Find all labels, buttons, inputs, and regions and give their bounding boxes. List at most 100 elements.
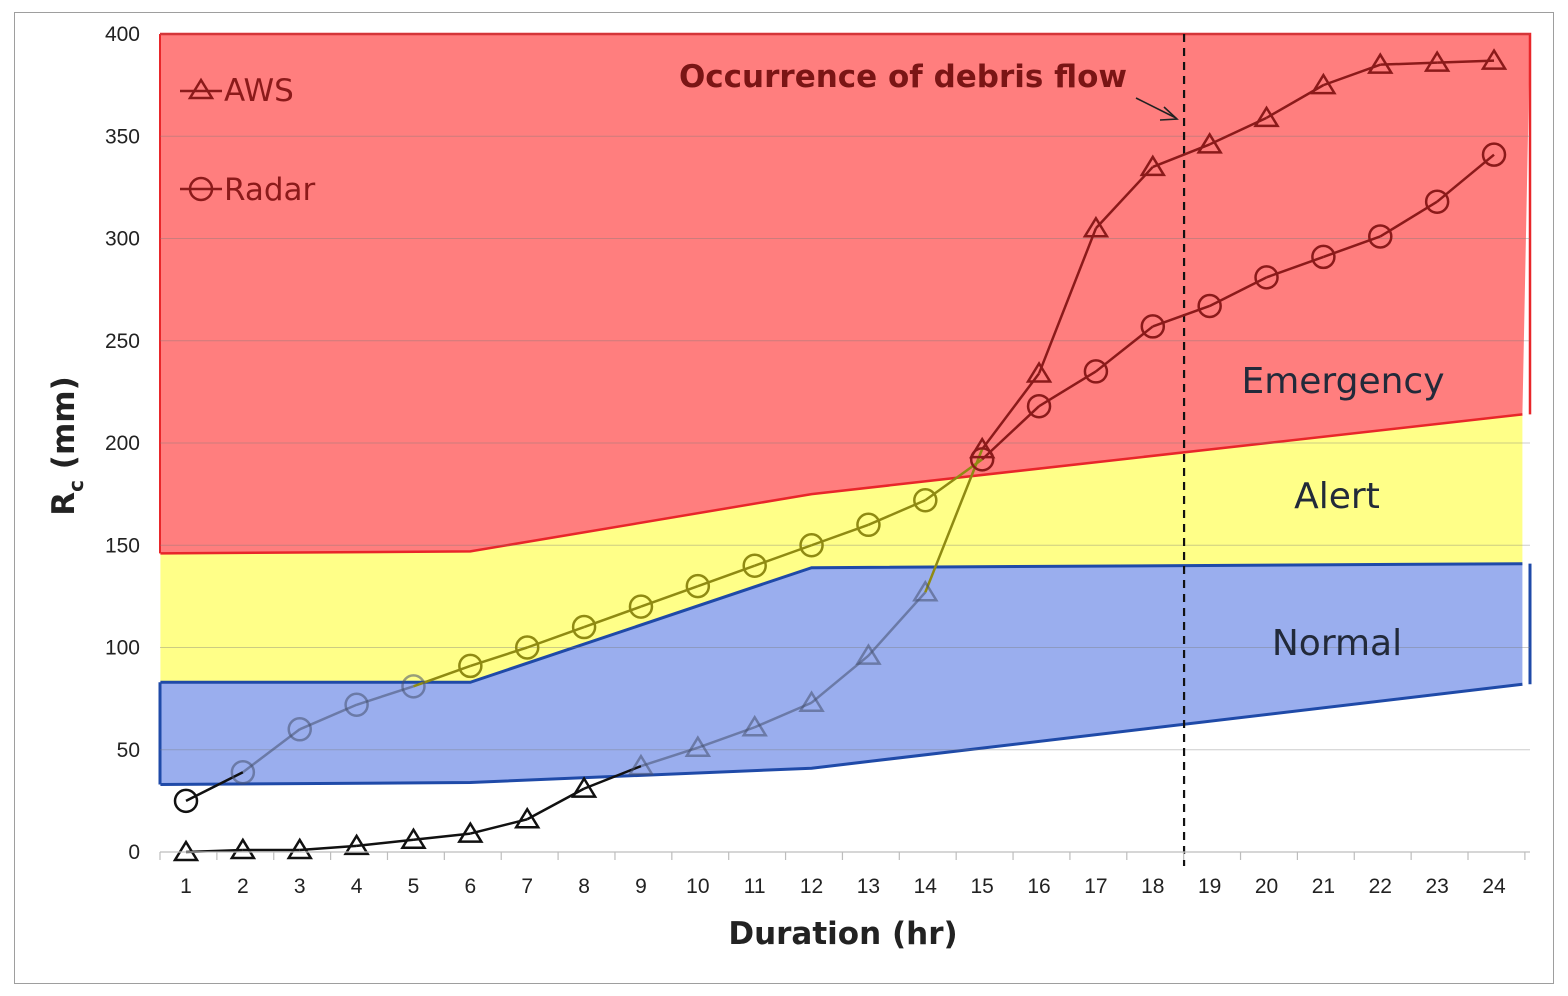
series-aws: [172, 48, 1508, 862]
legend-item-radar: Radar: [180, 172, 316, 208]
radar-point: [969, 447, 995, 472]
x-tick-label: 3: [294, 875, 306, 898]
y-tick-label: 300: [105, 228, 140, 251]
aws-point: [855, 643, 882, 665]
x-tick-label: 11: [744, 875, 766, 898]
aws-point: [741, 714, 768, 737]
radar-point: [1026, 393, 1052, 419]
radar-point: [742, 553, 767, 578]
aws-point: [798, 690, 825, 712]
x-tick-label: 1: [180, 875, 192, 898]
y-tick-label: 200: [105, 432, 140, 455]
aws-point: [1025, 361, 1053, 383]
series-segment: [981, 405, 1040, 461]
x-tick-label: 17: [1084, 875, 1107, 898]
series-segment: [413, 832, 471, 841]
legend: AWS Radar: [180, 73, 316, 208]
radar-point: [1083, 359, 1109, 384]
y-tick-label: 250: [105, 330, 140, 353]
x-tick-label: 22: [1369, 875, 1392, 898]
radar-point: [1424, 189, 1450, 214]
aws-point: [1253, 105, 1280, 128]
aws-point: [457, 821, 484, 843]
x-tick-label: 23: [1425, 875, 1448, 898]
aws-point: [1423, 50, 1451, 72]
series-segment: [1380, 61, 1438, 66]
aws-point: [343, 833, 370, 856]
x-axis-title: Duration (hr): [728, 916, 957, 952]
y-axis-title-sub: c: [64, 480, 88, 492]
radar-point: [514, 635, 540, 660]
aws-point: [400, 827, 427, 849]
x-tick-label: 15: [971, 875, 994, 898]
emergency-threshold-line: [160, 413, 1523, 555]
aws-point: [1480, 48, 1508, 70]
radar-point: [458, 653, 483, 679]
radar-point: [913, 488, 938, 513]
aws-point: [286, 837, 313, 860]
zone-label-alert: Alert: [1294, 476, 1380, 517]
zone-label-emergency: Emergency: [1241, 361, 1444, 402]
zone-alert-area: [160, 414, 1523, 683]
legend-label-radar: Radar: [224, 172, 316, 208]
radar-point: [230, 759, 256, 785]
radar-point: [1368, 224, 1393, 249]
debris-flow-annotation: Occurrence of debris flow: [679, 59, 1127, 95]
series-segment: [299, 844, 357, 852]
series-segment: [981, 372, 1041, 450]
radar-point: [401, 674, 426, 699]
y-axis-title-unit: (mm): [46, 376, 82, 480]
series-segment: [640, 746, 699, 768]
x-tick-label: 14: [914, 875, 938, 898]
aws-point: [1310, 72, 1337, 95]
series-segment: [924, 448, 984, 593]
radar-point: [1311, 244, 1336, 270]
series-segment: [867, 591, 927, 657]
y-axis-title-main: R: [46, 492, 82, 516]
annotation-arrow: [1135, 97, 1179, 121]
aws-point: [172, 839, 200, 862]
x-tick-label: 5: [408, 875, 420, 898]
zone-label-normal: Normal: [1272, 623, 1402, 664]
x-tick-label: 2: [237, 875, 249, 898]
radar-point: [1254, 265, 1279, 290]
aws-point: [1367, 52, 1394, 74]
x-tick-label: 21: [1312, 875, 1335, 898]
radar-point: [628, 594, 654, 619]
radar-point: [856, 512, 881, 538]
y-tick-label: 50: [117, 739, 140, 762]
aws-point: [513, 806, 541, 829]
x-tick-label: 10: [686, 875, 709, 898]
radar-point: [799, 533, 824, 558]
y-tick-label: 400: [105, 23, 140, 46]
aws-point: [627, 753, 655, 776]
aws-point: [1082, 215, 1110, 238]
radar-point: [173, 788, 199, 814]
zone-normal-area: [160, 563, 1523, 785]
x-tick-label: 18: [1141, 875, 1164, 898]
radar-point: [1140, 314, 1166, 339]
x-tick-label: 8: [578, 875, 590, 898]
aws-point: [912, 579, 939, 602]
series-segment: [1037, 227, 1098, 374]
radar-point: [1197, 293, 1222, 319]
threshold-zones: [158, 32, 1532, 786]
zone-emergency-area: [160, 34, 1530, 554]
series-radar: [173, 142, 1507, 814]
y-tick-label: 150: [105, 534, 140, 557]
radar-point: [571, 614, 597, 640]
x-tick-label: 4: [351, 875, 363, 898]
series-segment: [1095, 166, 1154, 230]
series-segment: [1437, 59, 1495, 64]
x-tick-label: 19: [1198, 875, 1221, 898]
series-segment: [356, 838, 414, 848]
x-tick-label: 24: [1482, 875, 1506, 898]
chart-frame: [14, 12, 1554, 984]
aws-point: [229, 837, 257, 860]
svg-text:Rc (mm): Rc (mm): [46, 376, 88, 515]
data-series: [172, 48, 1508, 862]
y-tick-label: 100: [105, 637, 140, 660]
alert-threshold-line: [160, 562, 1523, 684]
y-tick-label: 0: [128, 841, 140, 864]
